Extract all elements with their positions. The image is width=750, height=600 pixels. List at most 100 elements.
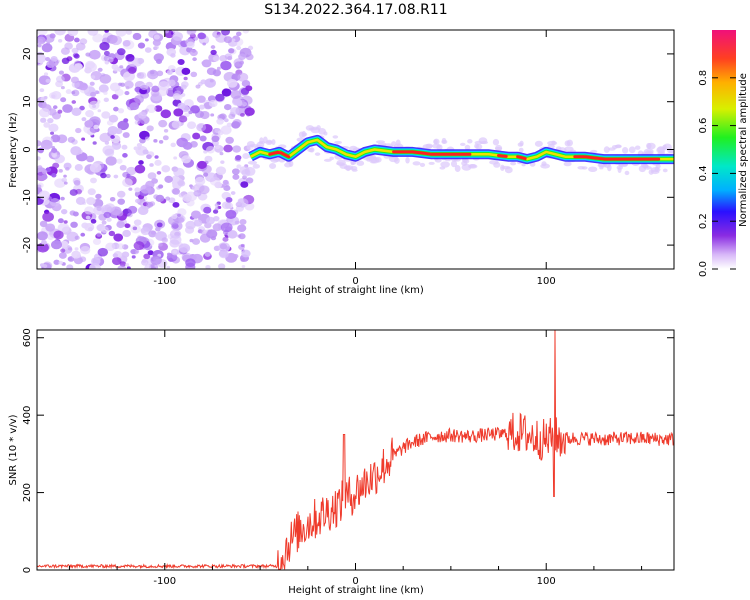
noise-speckle — [38, 190, 50, 200]
noise-speckle — [75, 196, 86, 205]
noise-speckle — [37, 156, 41, 161]
spectrogram-x-axis-label: Height of straight line (km) — [288, 285, 424, 296]
noise-speckle — [126, 166, 137, 176]
noise-speckle — [158, 140, 164, 144]
noise-speckle — [230, 191, 236, 195]
noise-speckle — [221, 30, 230, 36]
spectrogram-x-tick-label: -100 — [153, 276, 176, 287]
noise-speckle — [223, 144, 233, 153]
ridge-halo-speckle — [577, 166, 585, 170]
noise-speckle — [154, 155, 159, 159]
noise-speckle — [150, 255, 162, 265]
noise-speckle — [71, 100, 77, 104]
ridge-core-red — [497, 154, 508, 158]
noise-speckle — [184, 226, 195, 234]
spectrogram-x-tick-label: 0 — [352, 276, 358, 287]
noise-speckle — [195, 84, 201, 89]
snr-x-tick-label: 100 — [537, 576, 556, 587]
noise-speckle — [177, 102, 186, 110]
noise-speckle — [161, 237, 169, 243]
noise-speckle — [186, 199, 195, 207]
noise-speckle — [177, 59, 185, 66]
noise-speckle — [79, 38, 88, 45]
ridge-layer — [248, 134, 674, 165]
noise-speckle — [193, 219, 203, 227]
noise-speckle — [45, 57, 51, 62]
noise-speckle — [172, 30, 179, 34]
ridge-halo-speckle — [440, 161, 450, 168]
ridge-halo-speckle — [608, 147, 616, 151]
noise-speckle — [121, 144, 128, 150]
spectrogram-y-tick-label: 20 — [22, 48, 33, 61]
noise-speckle — [140, 184, 152, 194]
noise-speckle — [164, 175, 173, 183]
ridge-halo-speckle — [663, 143, 672, 151]
ridge-halo-speckle — [489, 160, 499, 165]
noise-speckle — [202, 42, 207, 46]
noise-speckle — [100, 226, 109, 233]
noise-speckle — [147, 69, 159, 80]
noise-speckle — [193, 191, 198, 196]
noise-speckle — [136, 72, 145, 79]
noise-speckle — [172, 250, 178, 254]
ridge-halo-speckle — [271, 139, 276, 145]
ridge-halo-speckle — [316, 125, 321, 131]
noise-speckle — [63, 162, 72, 170]
noise-speckle — [204, 155, 213, 163]
noise-speckle — [115, 30, 127, 37]
noise-speckle — [173, 156, 178, 160]
noise-speckle — [212, 223, 222, 232]
ridge-halo-speckle — [436, 144, 443, 151]
noise-speckle — [84, 120, 94, 128]
colorbar-gradient — [712, 30, 736, 269]
noise-speckle — [119, 65, 124, 69]
noise-speckle — [232, 168, 240, 175]
noise-speckle — [84, 223, 95, 232]
noise-speckle — [116, 190, 126, 198]
noise-speckle — [58, 252, 67, 259]
noise-speckle — [230, 89, 242, 99]
noise-speckle — [88, 100, 100, 110]
noise-speckle — [189, 238, 194, 243]
noise-speckle — [231, 38, 236, 42]
ridge-halo-speckle — [247, 160, 258, 165]
noise-speckle — [150, 230, 156, 235]
ridge-halo-speckle — [266, 140, 273, 144]
noise-speckle — [240, 243, 245, 248]
noise-speckle — [237, 72, 249, 82]
noise-speckle — [113, 67, 119, 72]
noise-speckle — [39, 88, 45, 93]
noise-speckle — [140, 227, 147, 234]
noise-speckle — [184, 112, 190, 117]
noise-speckle — [132, 32, 142, 41]
ridge-halo-speckle — [425, 143, 433, 149]
noise-speckle — [181, 155, 192, 164]
noise-speckle — [247, 52, 252, 56]
ridge-halo-speckle — [434, 158, 442, 163]
noise-speckle — [171, 214, 178, 220]
noise-speckle — [89, 81, 95, 86]
ridge-halo-speckle — [336, 159, 346, 167]
noise-speckle — [236, 164, 242, 169]
noise-speckle — [190, 105, 201, 114]
noise-speckle — [221, 201, 231, 210]
ridge-halo-speckle — [366, 156, 371, 162]
noise-speckle — [181, 67, 191, 75]
noise-speckle — [65, 166, 70, 171]
noise-speckle — [170, 142, 176, 148]
noise-speckle — [167, 79, 176, 87]
colorbar-tick-label: 0.4 — [698, 165, 709, 181]
noise-speckle — [168, 197, 176, 204]
noise-speckle — [97, 247, 109, 257]
noise-speckle — [37, 231, 48, 241]
noise-speckle — [67, 256, 75, 262]
noise-speckle — [74, 235, 80, 240]
noise-speckle — [40, 139, 53, 150]
noise-speckle — [203, 206, 212, 214]
noise-speckle — [242, 30, 249, 34]
noise-speckle — [245, 177, 254, 184]
noise-speckle — [210, 45, 216, 49]
noise-speckle — [131, 255, 136, 259]
noise-speckle — [245, 85, 253, 92]
ridge-halo-speckle — [510, 161, 517, 166]
